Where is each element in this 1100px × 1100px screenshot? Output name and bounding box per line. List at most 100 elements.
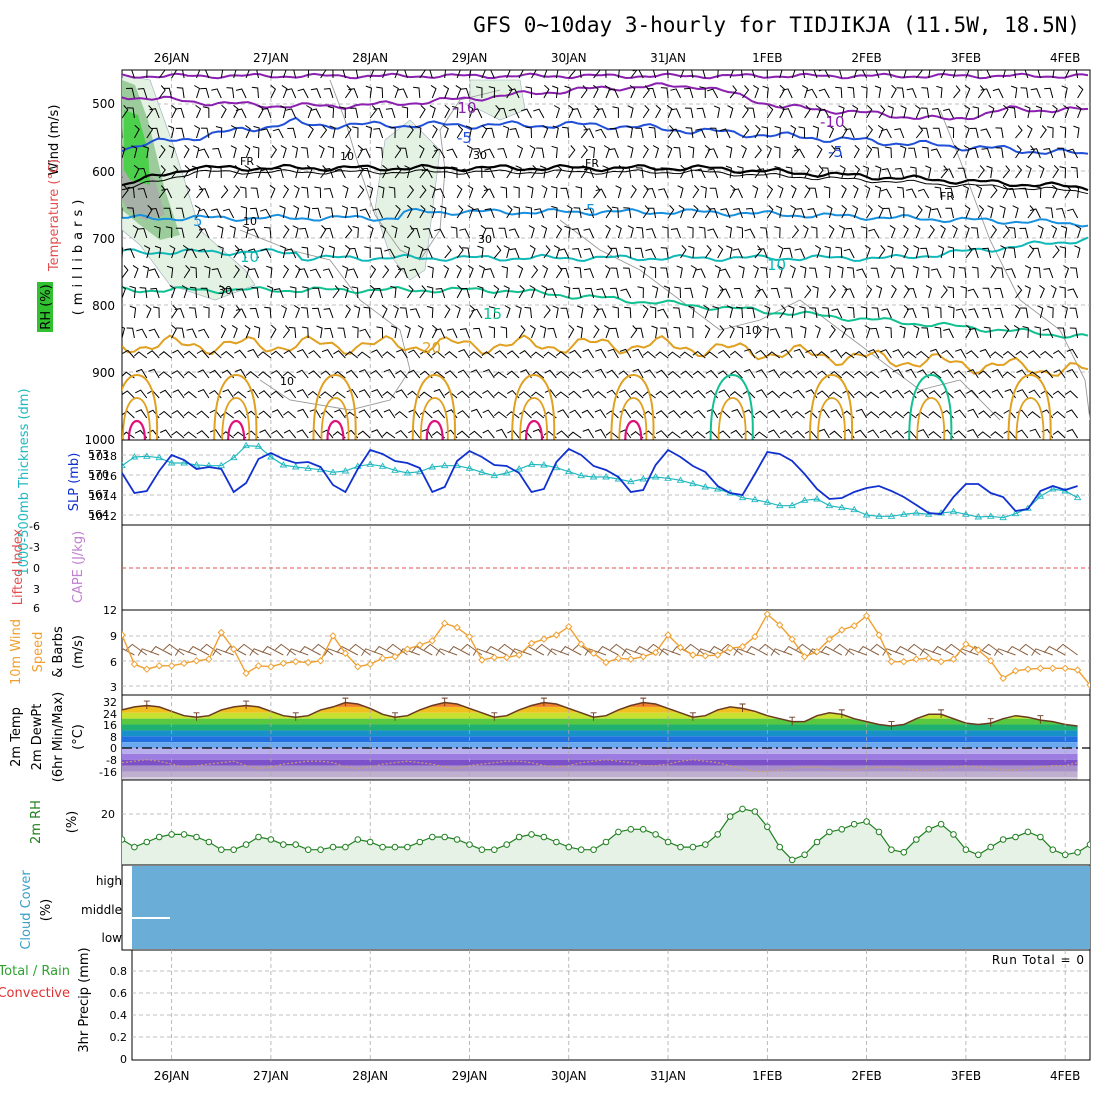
- wind-barb: [1075, 225, 1082, 239]
- temp-tick-8: 8: [110, 731, 117, 744]
- wind-barb: [807, 208, 818, 219]
- wind-barb: [561, 126, 570, 139]
- contour-freezing-2: [122, 169, 1089, 195]
- wind-speed-point: [229, 645, 238, 653]
- wind-barb: [142, 145, 149, 159]
- rh-point: [1024, 828, 1032, 836]
- wind-barb: [266, 285, 274, 299]
- wind-speed-point: [453, 623, 461, 632]
- wind-barb: [983, 326, 992, 339]
- wind-barb: [906, 308, 917, 319]
- wind-barb: [357, 165, 364, 179]
- wind-barb: [314, 186, 322, 199]
- wind-barb: [422, 228, 433, 239]
- wind-speed-point: [366, 660, 374, 668]
- wind-tick-3: 3: [110, 681, 117, 694]
- rh-point: [292, 841, 300, 848]
- wind-barb: [397, 88, 408, 99]
- wind-speed-point: [130, 660, 139, 668]
- rh-point: [540, 833, 548, 841]
- wind-barb: [245, 124, 251, 139]
- wind-barb: [467, 205, 474, 219]
- pressure-tick-700: 700: [92, 232, 115, 246]
- wind-barb: [345, 225, 353, 239]
- wind-barb: [757, 248, 768, 259]
- wind-barb: [373, 645, 396, 656]
- rh-point: [466, 841, 473, 848]
- wind-barb: [627, 225, 634, 239]
- wind-barb: [838, 105, 845, 119]
- wind-barb: [328, 245, 336, 259]
- rh-point: [838, 826, 846, 833]
- wind-speed-point: [763, 610, 772, 618]
- wind-barb: [660, 327, 669, 339]
- wind-barb: [727, 105, 734, 119]
- wind-barb: [493, 411, 508, 419]
- cloud-unit-label: (%): [39, 899, 54, 922]
- wind-speed-point: [651, 648, 660, 657]
- slp-grid: [122, 440, 1090, 525]
- wind-barb: [495, 428, 508, 439]
- wind-barb: [978, 370, 992, 379]
- wind-barb: [686, 326, 694, 338]
- wind-barb: [181, 285, 188, 299]
- wind-barb: [897, 206, 905, 219]
- wind-barb: [866, 411, 880, 419]
- precip-unit-label: 3hr Precip (mm): [77, 947, 92, 1052]
- wind-barb: [1039, 284, 1045, 299]
- wind-barb: [1053, 349, 1066, 359]
- wind-barb: [785, 166, 793, 179]
- thickness-point: [490, 471, 499, 479]
- wind-barb: [337, 327, 346, 339]
- wind-barb: [670, 88, 681, 99]
- wind-barb: [189, 286, 197, 299]
- rh-point: [155, 833, 163, 841]
- wind-barb: [789, 265, 796, 279]
- wind-barb: [663, 285, 671, 299]
- rh-point: [900, 849, 908, 856]
- wind-barb: [247, 388, 259, 399]
- wind-barb: [296, 388, 309, 399]
- wind-barb: [1015, 125, 1023, 139]
- wind-barb: [680, 370, 694, 379]
- wind-barb: [757, 168, 768, 179]
- wind-barb: [446, 148, 458, 159]
- wind-barb: [784, 287, 793, 299]
- wind-barb: [299, 227, 309, 239]
- wind-barb: [1061, 85, 1068, 99]
- wind-barb: [660, 267, 669, 279]
- wind-barb: [364, 246, 371, 258]
- wind-barb: [471, 108, 483, 119]
- wind-barb: [660, 247, 669, 259]
- wind-barb: [247, 348, 259, 359]
- rh-point: [1037, 833, 1044, 841]
- wind-panel-frame: [121, 609, 1091, 696]
- wind-barb: [1050, 285, 1057, 299]
- wind-barb: [369, 265, 377, 279]
- wind-speed-point: [122, 631, 126, 639]
- temp-minmax-bar: [888, 721, 895, 730]
- wind-barb: [812, 285, 819, 299]
- wind-barb: [324, 227, 334, 239]
- wind-barb: [204, 265, 211, 279]
- wind-barb: [531, 165, 538, 179]
- wind-speed-point: [1024, 665, 1032, 673]
- wind-barb: [880, 188, 892, 199]
- temp2m-label: 2m Temp: [9, 707, 24, 767]
- wind-speed-point: [875, 631, 883, 639]
- wind-barb: [148, 268, 160, 279]
- wind-barb: [655, 351, 669, 359]
- wind-barb: [408, 349, 421, 359]
- rh-contour-30: [329, 79, 501, 261]
- date-label-top: 30JAN: [551, 51, 587, 65]
- wind-barb: [454, 305, 461, 319]
- wind-barb: [456, 184, 463, 199]
- wind-barb: [422, 248, 433, 259]
- thickness-point: [1048, 485, 1057, 492]
- wind-barb: [347, 268, 359, 279]
- wind-barb: [1006, 645, 1029, 656]
- wind-barb: [258, 351, 272, 359]
- wind-barb: [158, 351, 172, 359]
- wind-barb: [714, 265, 721, 279]
- wind-barb: [467, 105, 474, 119]
